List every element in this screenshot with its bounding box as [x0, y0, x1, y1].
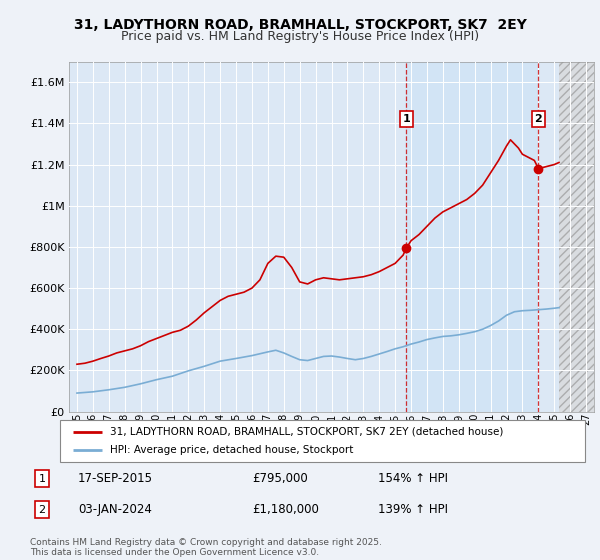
- Text: £1,180,000: £1,180,000: [252, 503, 319, 516]
- Text: Price paid vs. HM Land Registry's House Price Index (HPI): Price paid vs. HM Land Registry's House …: [121, 30, 479, 43]
- Text: 2: 2: [535, 114, 542, 124]
- Text: 03-JAN-2024: 03-JAN-2024: [78, 503, 152, 516]
- Bar: [559, 62, 594, 412]
- Text: HPI: Average price, detached house, Stockport: HPI: Average price, detached house, Stoc…: [110, 445, 353, 455]
- Text: 31, LADYTHORN ROAD, BRAMHALL, STOCKPORT, SK7 2EY (detached house): 31, LADYTHORN ROAD, BRAMHALL, STOCKPORT,…: [110, 427, 503, 437]
- Bar: [406, 62, 538, 412]
- Text: 154% ↑ HPI: 154% ↑ HPI: [378, 472, 448, 486]
- FancyBboxPatch shape: [60, 420, 585, 462]
- Text: 1: 1: [38, 474, 46, 484]
- Text: 139% ↑ HPI: 139% ↑ HPI: [378, 503, 448, 516]
- Text: 1: 1: [403, 114, 410, 124]
- Text: 31, LADYTHORN ROAD, BRAMHALL, STOCKPORT, SK7  2EY: 31, LADYTHORN ROAD, BRAMHALL, STOCKPORT,…: [74, 18, 526, 32]
- Text: Contains HM Land Registry data © Crown copyright and database right 2025.
This d: Contains HM Land Registry data © Crown c…: [30, 538, 382, 557]
- Text: 17-SEP-2015: 17-SEP-2015: [78, 472, 153, 486]
- Text: £795,000: £795,000: [252, 472, 308, 486]
- Text: 2: 2: [38, 505, 46, 515]
